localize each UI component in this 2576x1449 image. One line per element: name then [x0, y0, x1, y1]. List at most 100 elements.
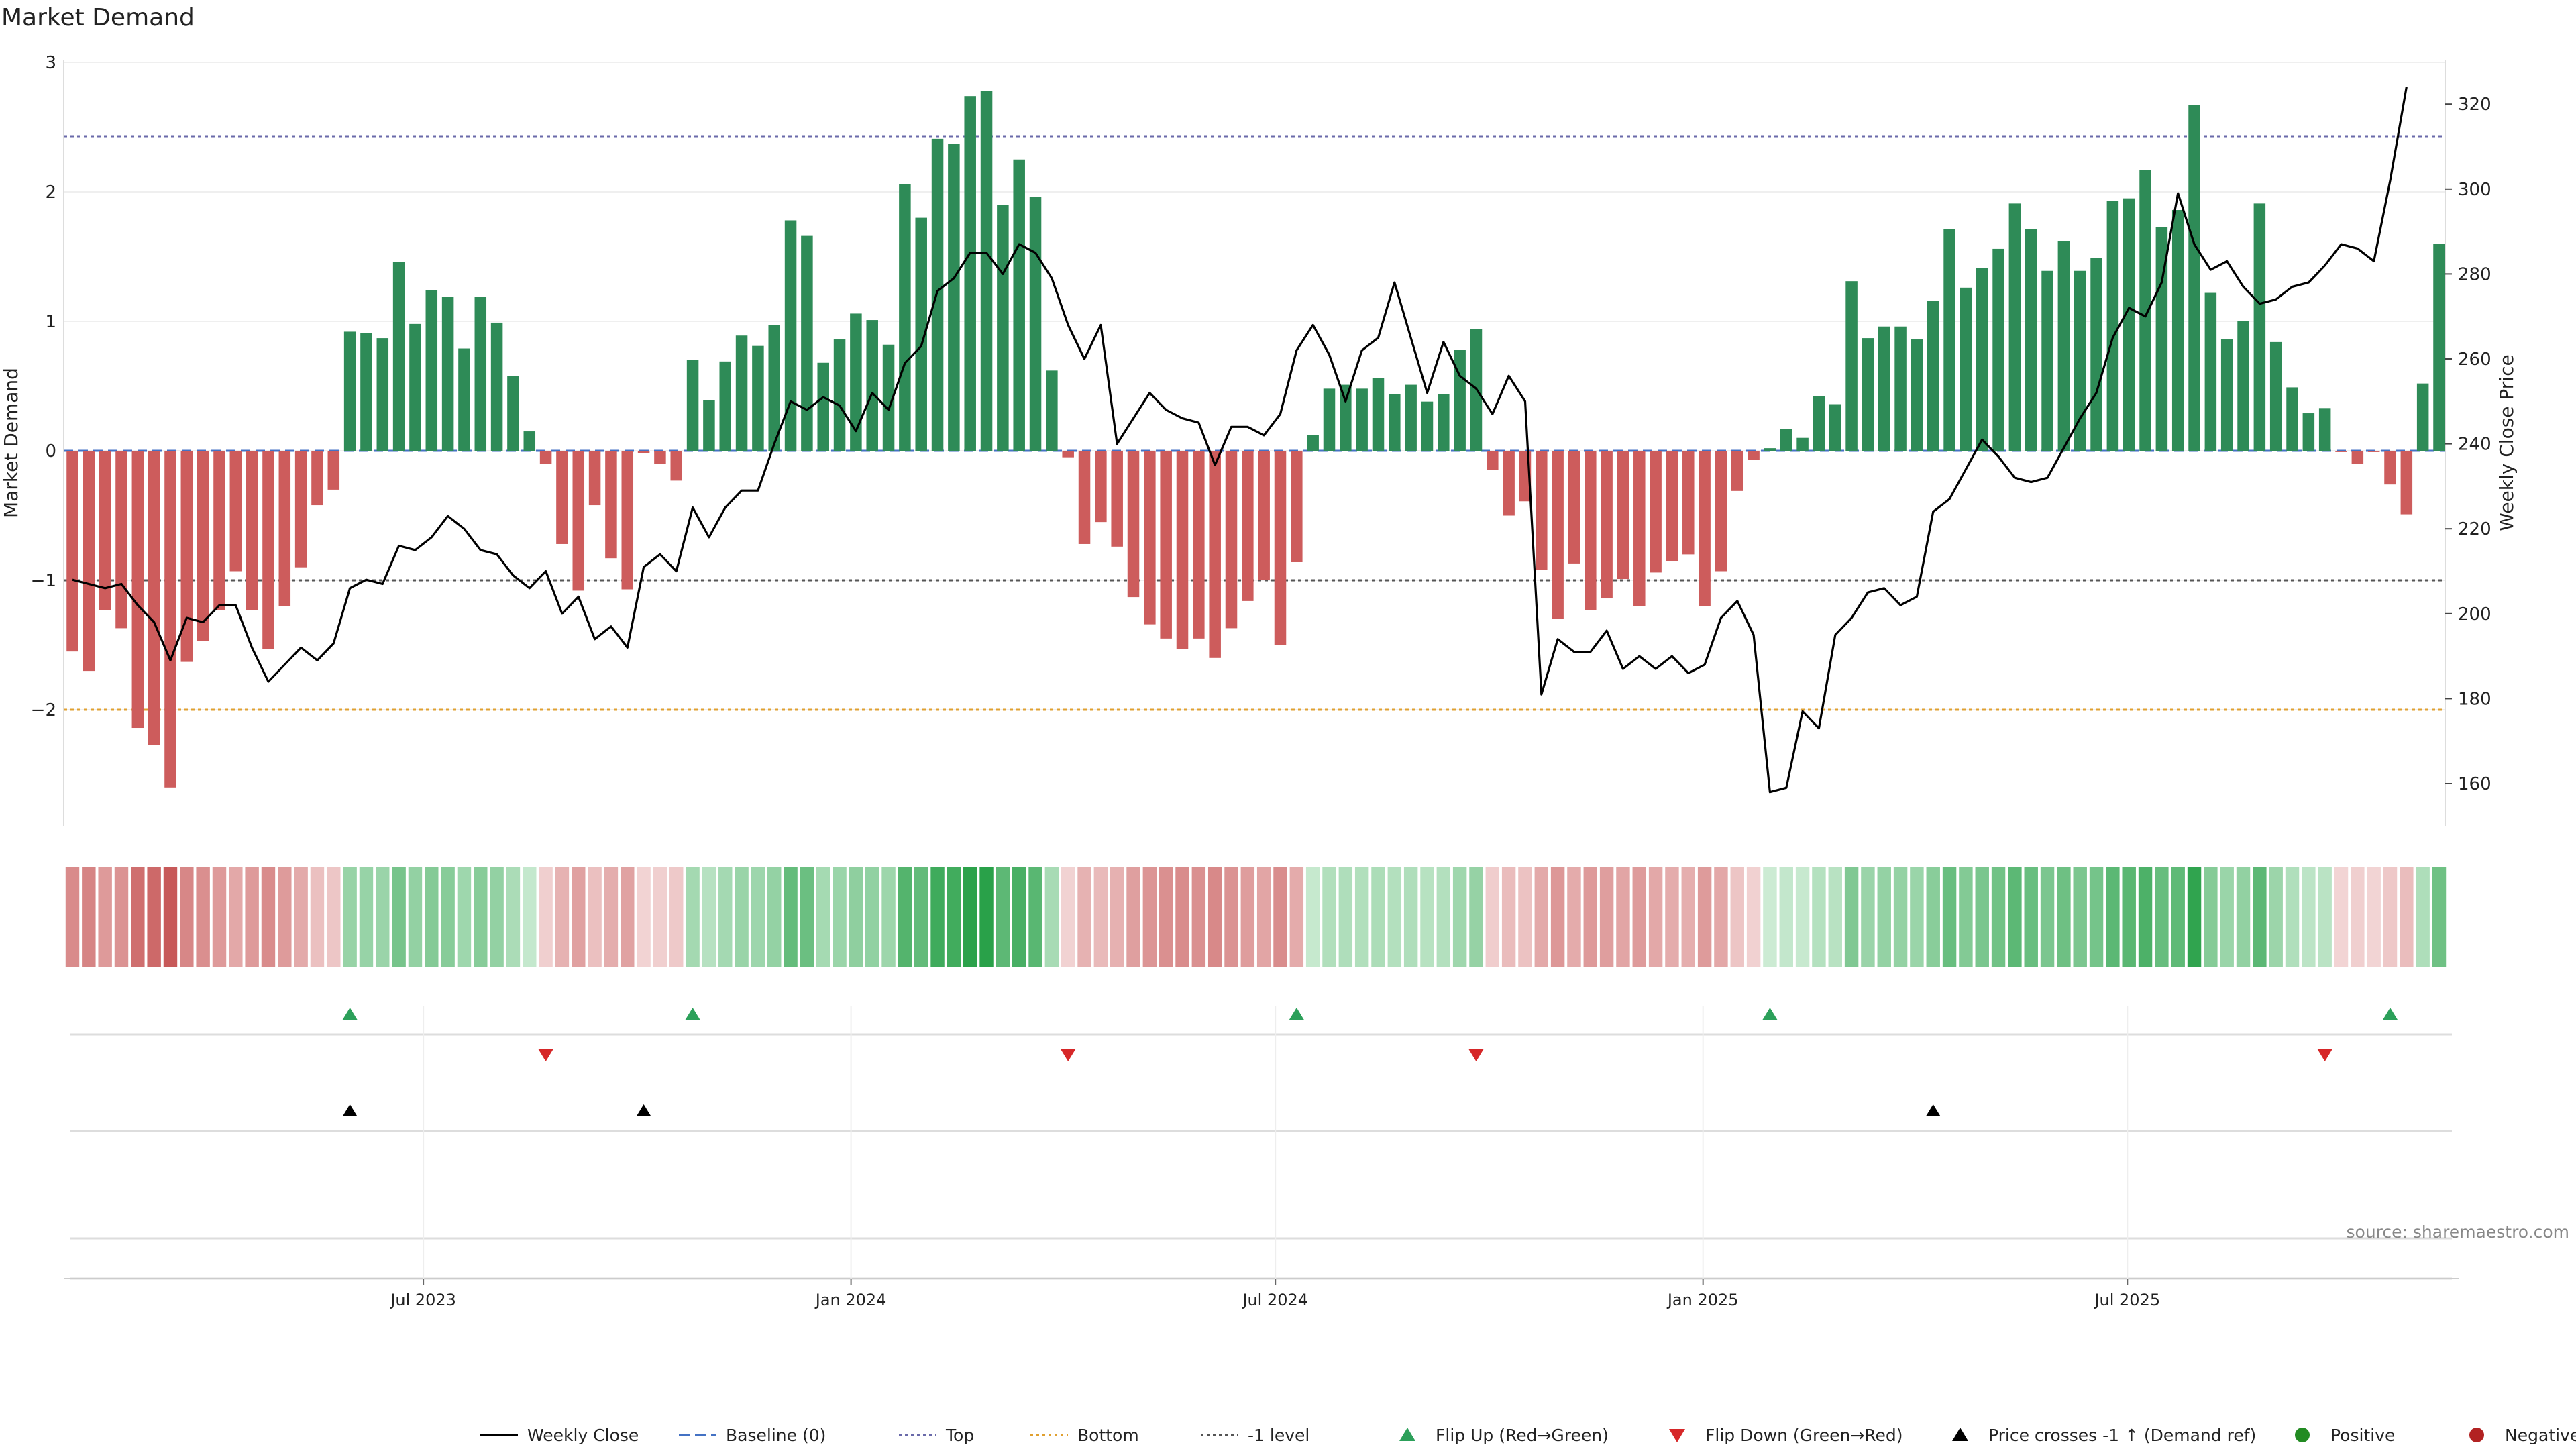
heat-cell	[1518, 867, 1532, 967]
heat-cell	[1779, 867, 1793, 967]
demand-bar	[768, 325, 780, 451]
heat-cell	[2024, 867, 2038, 967]
heat-cell	[196, 867, 210, 967]
demand-bar	[2400, 451, 2413, 515]
demand-bar	[621, 451, 634, 590]
legend-label: Positive	[2330, 1426, 2395, 1445]
heat-cell	[2040, 867, 2055, 967]
demand-bar	[1258, 451, 1270, 580]
flip-up-marker	[342, 1008, 358, 1020]
heat-cell	[359, 867, 374, 967]
demand-bar	[801, 235, 813, 451]
demand-bar	[311, 451, 323, 506]
heat-cell	[669, 867, 684, 967]
heat-cell	[1110, 867, 1124, 967]
right-tick-label: 160	[2458, 774, 2491, 794]
heat-cell	[1469, 867, 1483, 967]
heat-cell	[310, 867, 325, 967]
demand-bar	[1046, 370, 1058, 451]
heat-cell	[1191, 867, 1206, 967]
heat-cell	[1714, 867, 1728, 967]
heat-cell	[637, 867, 651, 967]
right-tick-label: 300	[2458, 180, 2491, 200]
demand-bar	[556, 451, 568, 544]
right-tick-label: 280	[2458, 264, 2491, 284]
demand-bar	[2123, 198, 2135, 451]
demand-bar	[1699, 451, 1711, 606]
demand-bar	[1029, 197, 1042, 451]
demand-bar	[1095, 451, 1107, 523]
heat-cell	[2334, 867, 2349, 967]
heat-cell	[1648, 867, 1663, 967]
heat-cell	[963, 867, 977, 967]
heat-cell	[881, 867, 896, 967]
heat-cell	[2122, 867, 2136, 967]
heat-cell	[947, 867, 961, 967]
heat-cell	[278, 867, 292, 967]
demand-bar	[2188, 105, 2200, 451]
demand-bar	[539, 451, 552, 464]
axes: Market Demand Weekly Close Price	[0, 60, 2518, 826]
heat-cell	[1942, 867, 1957, 967]
heat-cell	[1632, 867, 1646, 967]
left-tick-label: −2	[31, 700, 56, 720]
heat-cell	[588, 867, 602, 967]
demand-bar	[1405, 384, 1417, 451]
demand-bar	[2367, 451, 2380, 452]
heat-cell	[2432, 867, 2447, 967]
legend-swatch	[2295, 1428, 2310, 1442]
demand-bar	[866, 320, 878, 451]
demand-bar	[735, 335, 748, 451]
right-tick-label: 180	[2458, 689, 2491, 709]
demand-bar	[164, 451, 176, 788]
demand-bar	[229, 451, 242, 572]
demand-bar	[1225, 451, 1238, 629]
left-tick-label: 3	[45, 53, 56, 73]
demand-bar	[1976, 268, 1988, 451]
heat-cell	[865, 867, 879, 967]
left-tick-label: 2	[45, 182, 56, 203]
demand-bar	[1878, 326, 1890, 451]
heat-cell	[1305, 867, 1320, 967]
heat-cell	[490, 867, 504, 967]
demand-bar	[1536, 451, 1548, 570]
heat-cell	[718, 867, 733, 967]
demand-bar	[409, 323, 421, 451]
demand-bar	[1013, 159, 1025, 451]
demand-bar	[1666, 451, 1678, 561]
demand-bar	[246, 451, 258, 610]
flip-down-marker	[538, 1049, 553, 1061]
demand-bar	[2335, 451, 2347, 452]
demand-bar	[964, 96, 976, 451]
demand-bar	[1176, 451, 1189, 649]
demand-bar	[148, 451, 160, 745]
heat-cell	[1403, 867, 1418, 967]
demand-bars	[66, 91, 2445, 788]
demand-bar	[2253, 203, 2266, 451]
demand-bar	[2286, 387, 2298, 451]
chart-title: Market Demand	[1, 4, 195, 32]
demand-bar	[1633, 451, 1646, 606]
demand-bar	[2416, 383, 2429, 451]
flip-up-marker	[2383, 1008, 2398, 1020]
legend-label: Baseline (0)	[726, 1426, 826, 1445]
demand-bar	[1421, 401, 1434, 451]
demand-bar	[2139, 170, 2151, 451]
heat-cell	[1044, 867, 1059, 967]
price-cross-marker	[1925, 1104, 1941, 1116]
demand-bar	[1389, 394, 1401, 451]
demand-bar	[686, 360, 699, 451]
x-tick-label: Jul 2023	[389, 1291, 456, 1309]
weekly-close-polyline	[72, 87, 2408, 794]
price-cross-marker	[636, 1104, 651, 1116]
heat-cell	[539, 867, 553, 967]
heat-cell	[1142, 867, 1157, 967]
heat-cell	[2106, 867, 2120, 967]
legend-label: Flip Down (Green→Red)	[1705, 1426, 1903, 1445]
x-axis-ticks: Jul 2023 Jan 2024 Jul 2024 Jan 2025 Jul 2025	[389, 1006, 2160, 1309]
demand-bar	[1894, 326, 1907, 451]
heat-cell	[1273, 867, 1287, 967]
demand-bar	[1209, 451, 1221, 658]
demand-bar	[1748, 451, 1760, 460]
